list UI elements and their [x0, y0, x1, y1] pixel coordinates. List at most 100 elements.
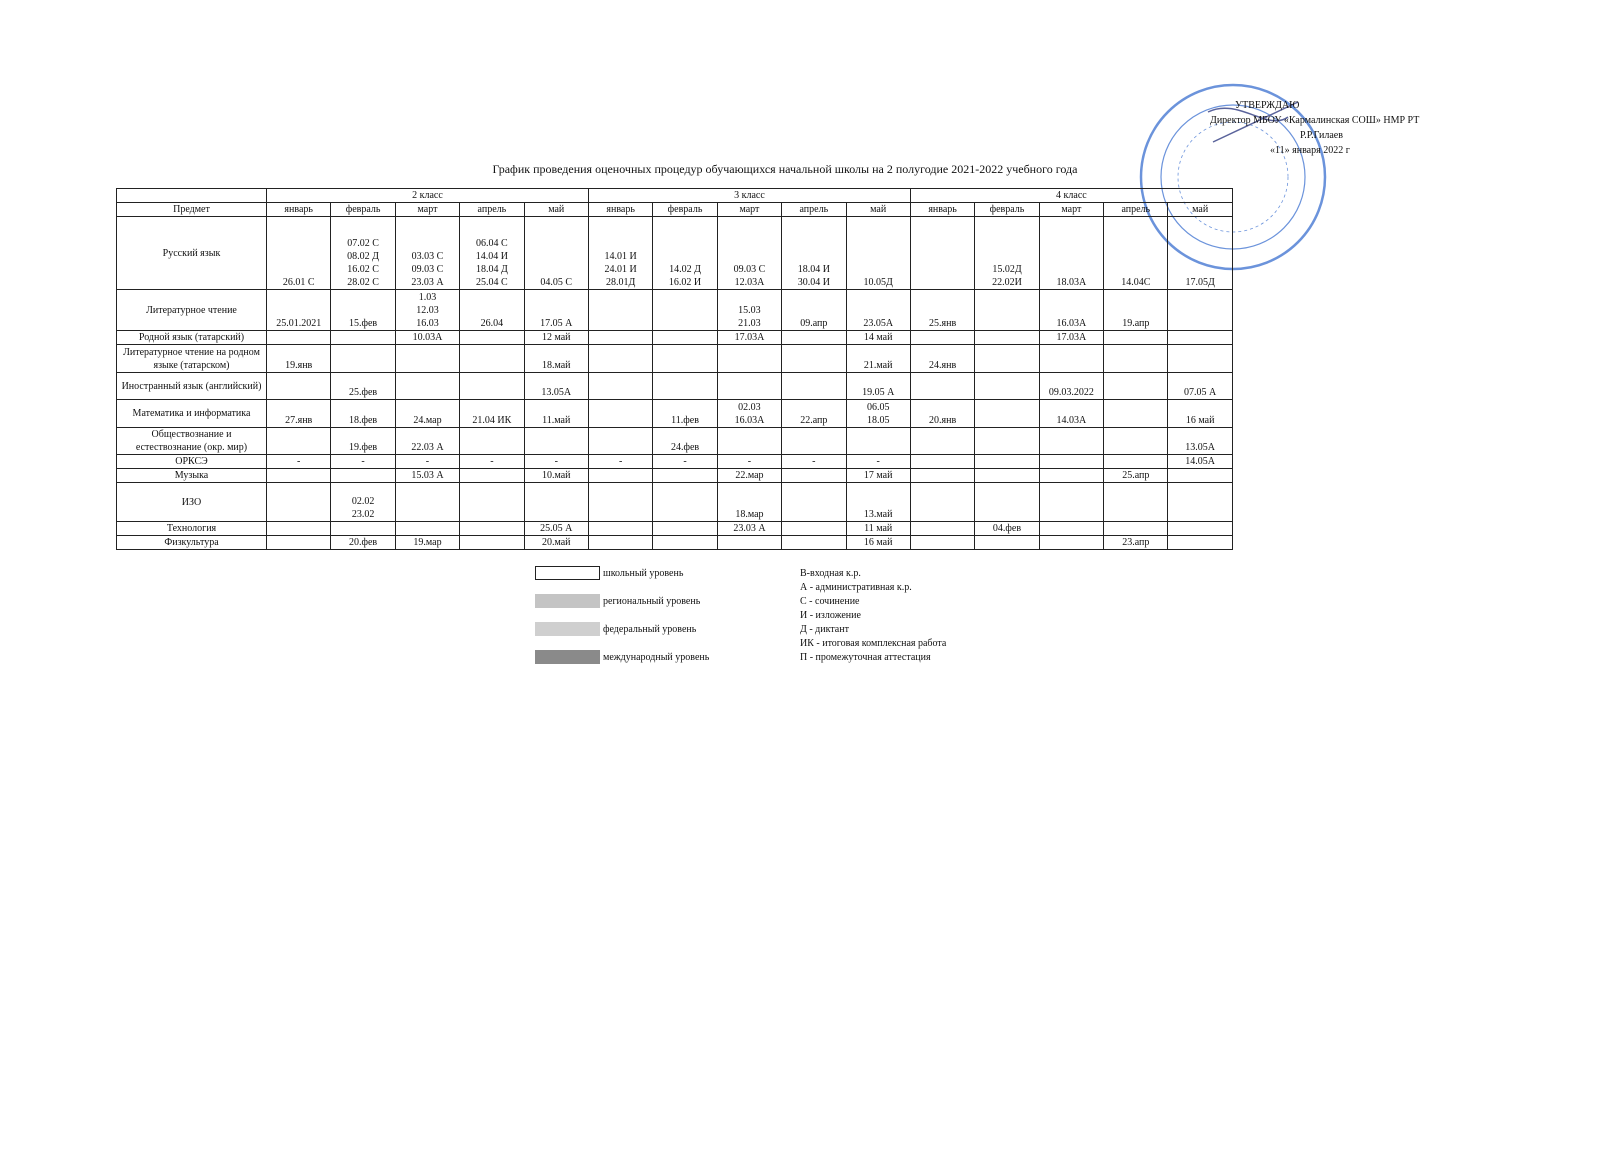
date-cell: 24.янв [909, 344, 976, 373]
table-row: Литературное чтение 25.01.2021 15.фев 1.03 … [116, 289, 1233, 331]
date-cell [459, 344, 525, 373]
date-cell [587, 535, 654, 550]
date-cell [909, 330, 976, 345]
date-cell [394, 372, 461, 400]
date-cell [1038, 468, 1105, 483]
date-cell [587, 468, 654, 483]
date-cell [265, 482, 332, 522]
date-cell [394, 482, 461, 522]
subject-cell: Музыка [116, 468, 267, 483]
date-cell [909, 427, 976, 455]
date-cell: 25.01.2021 [265, 289, 332, 331]
date-cell [330, 521, 396, 536]
date-cell [1103, 399, 1169, 428]
date-cell: 06.05 18.05 [845, 399, 911, 428]
subject-cell: Обществознание и естествознание (окр. ми… [116, 427, 267, 455]
subject-cell: Математика и информатика [116, 399, 267, 428]
date-cell [1038, 454, 1105, 469]
date-cell: 23.05А [845, 289, 911, 331]
date-cell: 17.03А [716, 330, 783, 345]
date-cell [459, 535, 525, 550]
legend-swatch [535, 650, 600, 664]
class-header: 3 класс [587, 188, 911, 203]
date-cell: 21.май [845, 344, 911, 373]
month-header: январь [265, 202, 332, 217]
date-cell [652, 468, 718, 483]
date-cell [1103, 427, 1169, 455]
date-cell [781, 521, 847, 536]
date-cell: 24.мар [394, 399, 461, 428]
month-header: март [394, 202, 461, 217]
month-header: май [1167, 202, 1233, 217]
date-cell [1167, 482, 1233, 522]
month-header-row: Предмет январь февраль март апрель май январь… [116, 202, 1233, 217]
month-header: февраль [652, 202, 718, 217]
date-cell: 21.04 ИК [459, 399, 525, 428]
approval-date: «11» января 2022 г [1270, 145, 1350, 156]
date-cell [587, 289, 654, 331]
date-cell [459, 427, 525, 455]
date-cell: - [716, 454, 783, 469]
date-cell: 19.фев [330, 427, 396, 455]
subject-cell: ИЗО [116, 482, 267, 522]
date-cell [523, 427, 589, 455]
date-cell [265, 372, 332, 400]
date-cell [587, 330, 654, 345]
date-cell: 13.05А [523, 372, 589, 400]
date-cell [587, 399, 654, 428]
date-cell: 14 май [845, 330, 911, 345]
legend-item: региональный уровень [535, 594, 700, 608]
school-stamp [1139, 83, 1327, 271]
date-cell [587, 482, 654, 522]
legend-label: школьный уровень [603, 567, 684, 579]
date-cell [652, 372, 718, 400]
date-cell: 15.02Д 22.02И [974, 216, 1040, 290]
approval-director: Директор МБОУ «Кармалинская СОШ» НМР РТ [1210, 115, 1420, 126]
abbreviation-item: И - изложение [800, 610, 861, 621]
date-cell [1103, 454, 1169, 469]
date-cell [1167, 535, 1233, 550]
date-cell: 22.мар [716, 468, 783, 483]
date-cell [1038, 535, 1105, 550]
date-cell: 07.02 С 08.02 Д 16.02 С 28.02 С [330, 216, 396, 290]
date-cell: 06.04 С 14.04 И 18.04 Д 25.04 С [459, 216, 525, 290]
date-cell: 20.фев [330, 535, 396, 550]
month-header: март [1038, 202, 1105, 217]
date-cell: 14.02 Д 16.02 И [652, 216, 718, 290]
date-cell: 23.апр [1103, 535, 1169, 550]
date-cell [974, 427, 1040, 455]
date-cell: 13.05А [1167, 427, 1233, 455]
date-cell [1038, 521, 1105, 536]
date-cell [652, 482, 718, 522]
date-cell [974, 344, 1040, 373]
date-cell [974, 482, 1040, 522]
date-cell [1167, 468, 1233, 483]
date-cell [265, 427, 332, 455]
date-cell: 18.фев [330, 399, 396, 428]
date-cell [974, 535, 1040, 550]
month-header: апрель [781, 202, 847, 217]
date-cell: 27.янв [265, 399, 332, 428]
table-row: Технология 25.05 А 23.03 А 11 май 04.фев [116, 521, 1233, 536]
empty-corner [116, 188, 267, 203]
date-cell [974, 468, 1040, 483]
date-cell [652, 535, 718, 550]
date-cell [909, 372, 976, 400]
date-cell [716, 344, 783, 373]
month-header: февраль [974, 202, 1040, 217]
date-cell [781, 482, 847, 522]
date-cell: - [330, 454, 396, 469]
date-cell: 11.фев [652, 399, 718, 428]
date-cell [523, 482, 589, 522]
abbreviation-legend: В-входная к.р. А - административная к.р. С… [800, 567, 946, 665]
date-cell: 17.03А [1038, 330, 1105, 345]
date-cell [394, 344, 461, 373]
date-cell: 18.04 И 30.04 И [781, 216, 847, 290]
legend-item: международный уровень [535, 650, 709, 664]
abbreviation-item: С - сочинение [800, 596, 860, 607]
table-row: Обществознание и естествознание (окр. ми… [116, 427, 1233, 455]
date-cell: 07.05 А [1167, 372, 1233, 400]
date-cell: 20.янв [909, 399, 976, 428]
date-cell: 24.фев [652, 427, 718, 455]
date-cell [845, 427, 911, 455]
